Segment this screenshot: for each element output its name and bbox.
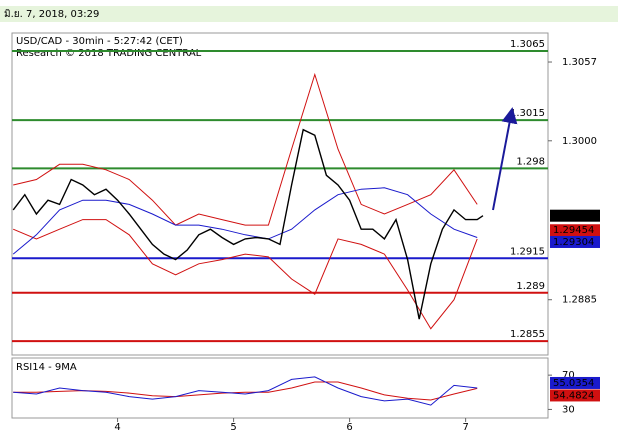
price-label: 1.29458 [553,211,594,222]
y-tick-label: 1.2885 [562,295,597,306]
header-bar [0,6,618,22]
forecast-arrow [492,107,518,211]
level-label: 1.2855 [510,329,545,340]
x-tick-label: 6 [346,422,352,433]
chart-subtitle: Research © 2018 TRADING CENTRAL [16,48,202,59]
level-label: 1.3065 [510,39,545,50]
chart-title: USD/CAD - 30min - 5:27:42 (CET) [16,36,183,47]
plot-layer: 1.3057 1.3000 1.2885 1.3065 1.3015 1.298 1.291… [11,32,600,433]
series-line [13,72,478,226]
header-date: มิ.ย. 7, 2018, 03:29 [4,9,99,20]
series-line [12,187,478,255]
price-label: 55.0354 [553,378,594,389]
y-tick-label: 70 [562,370,575,381]
price-label-box [550,389,600,402]
y-tick-label: 30 [562,404,575,415]
level-label: 1.289 [516,281,545,292]
price-label-box [550,224,600,237]
price-label-box [550,235,600,248]
x-tick-label: 4 [114,422,120,433]
level-label: 1.3015 [510,108,545,119]
rsi-title: RSI14 - 9MA [16,362,77,373]
price-label-box [550,209,600,222]
x-tick-label: 5 [230,422,236,433]
price-label-box [550,376,600,389]
series-line [13,376,478,406]
series-line [12,128,484,320]
price-label: 54.4824 [553,390,594,401]
level-label: 1.2915 [510,246,545,257]
y-tick-label: 1.3057 [562,57,597,68]
price-label: 1.29454 [553,225,594,236]
price-label: 1.29304 [553,237,594,248]
panel-frame [11,357,549,419]
panel-frame [11,32,549,356]
x-tick-label: 7 [462,422,468,433]
y-tick-label: 1.3000 [562,136,597,147]
series-line [13,219,478,330]
level-label: 1.298 [516,156,545,167]
